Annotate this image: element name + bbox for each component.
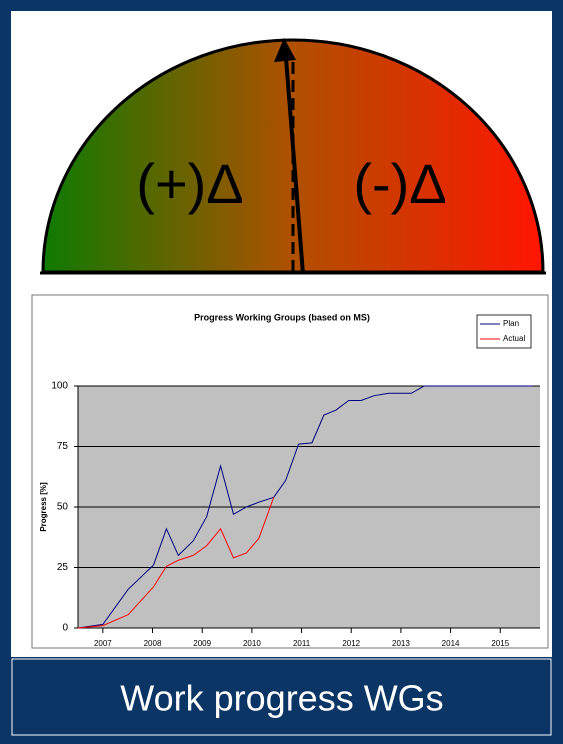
x-tick-label: 2007 — [94, 639, 112, 648]
needle-head — [274, 38, 296, 62]
x-tick-label: 2013 — [392, 639, 410, 648]
legend-label: Actual — [503, 334, 525, 343]
y-tick-label: 50 — [57, 502, 69, 513]
y-tick-label: 75 — [57, 441, 69, 452]
x-tick-label: 2014 — [442, 639, 460, 648]
y-tick-label: 100 — [51, 381, 68, 392]
y-tick-label: 0 — [62, 623, 68, 634]
chart-title: Progress Working Groups (based on MS) — [194, 312, 370, 322]
gauge-left-label: (+)Δ — [136, 152, 243, 215]
series-line — [77, 497, 275, 629]
x-tick-label: 2012 — [342, 639, 360, 648]
y-tick-label: 25 — [57, 562, 69, 573]
x-tick-label: 2010 — [243, 639, 261, 648]
legend-label: Plan — [503, 319, 519, 328]
legend — [476, 314, 532, 349]
x-tick-label: 2015 — [491, 639, 509, 648]
gauge-right-label: (-)Δ — [353, 152, 446, 215]
needle — [284, 57, 305, 275]
x-tick-label: 2009 — [193, 639, 211, 648]
y-axis-label: Progress [%] — [39, 482, 48, 532]
x-tick-label: 2011 — [293, 639, 311, 648]
x-tick-label: 2008 — [144, 639, 162, 648]
caption: Work progress WGs — [120, 678, 443, 719]
caption-frame — [11, 658, 552, 736]
